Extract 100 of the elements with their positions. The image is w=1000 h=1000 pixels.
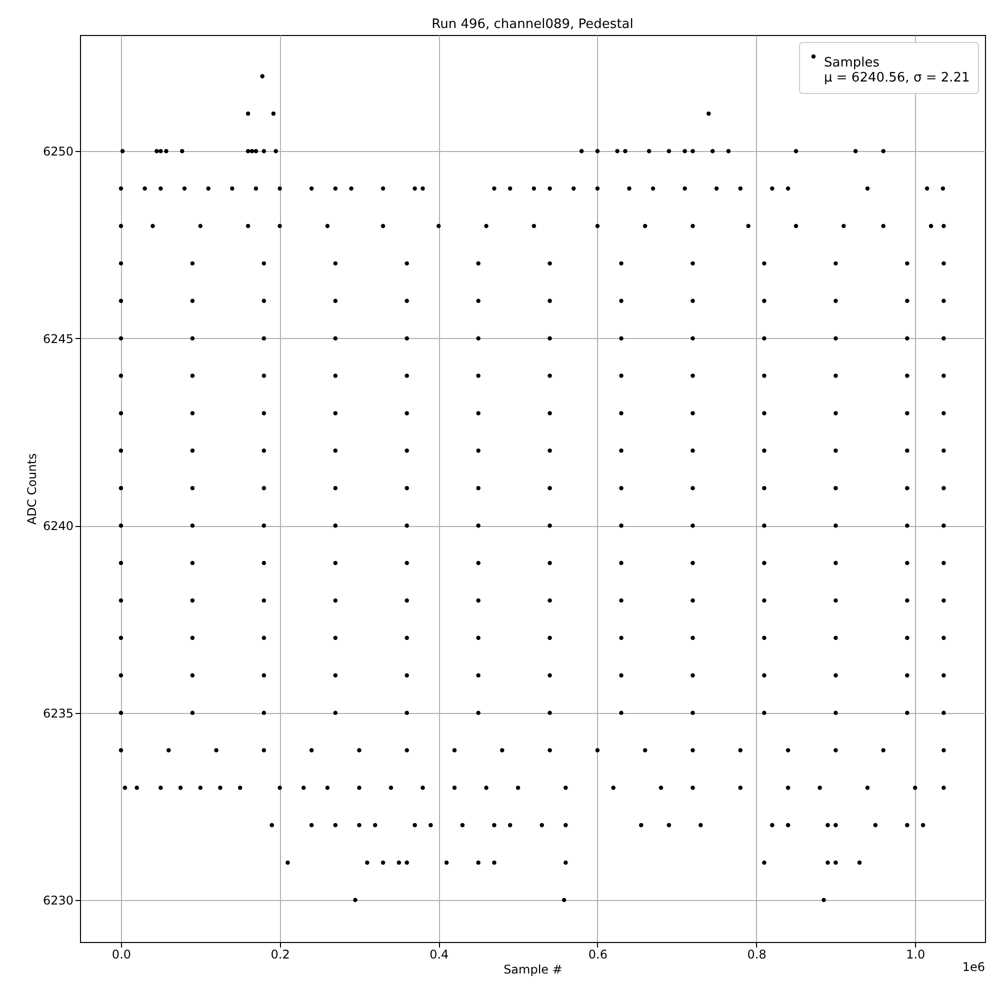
point: [246, 224, 250, 228]
point: [942, 448, 946, 453]
point: [762, 298, 766, 303]
point: [690, 298, 695, 303]
point: [595, 748, 600, 752]
point: [254, 148, 258, 154]
point: [619, 636, 624, 640]
point: [262, 336, 266, 340]
point: [262, 523, 266, 528]
point: [710, 148, 715, 154]
point: [942, 224, 946, 228]
point: [942, 636, 946, 640]
point: [182, 186, 187, 191]
point: [190, 598, 195, 603]
point: [834, 336, 838, 340]
point: [158, 186, 163, 191]
point: [942, 673, 946, 678]
point: [206, 186, 210, 191]
point: [357, 823, 362, 828]
point: [548, 298, 552, 303]
point: [834, 823, 838, 828]
point: [942, 336, 946, 340]
point: [508, 823, 512, 828]
point: [333, 374, 338, 378]
point: [818, 786, 822, 790]
point: [905, 336, 910, 340]
point: [120, 148, 125, 154]
point: [619, 560, 624, 566]
point: [762, 486, 766, 490]
point: [404, 598, 409, 603]
point: [508, 186, 512, 191]
point: [905, 448, 910, 453]
point: [564, 860, 568, 865]
point: [794, 224, 798, 228]
point: [532, 224, 536, 228]
point: [154, 148, 159, 154]
point: [853, 148, 858, 154]
legend-label: Samples: [824, 56, 880, 70]
y-tick-label: 6245: [42, 332, 74, 346]
point: [178, 786, 183, 790]
point: [333, 673, 338, 678]
point: [548, 261, 552, 266]
point: [190, 336, 195, 340]
text: 1e6: [962, 960, 985, 974]
point: [619, 336, 624, 340]
point: [548, 748, 552, 752]
point: [562, 898, 566, 902]
point: [548, 448, 552, 453]
point: [834, 298, 838, 303]
point: [762, 860, 766, 865]
point: [912, 786, 918, 790]
point: [615, 148, 620, 154]
point: [595, 186, 600, 191]
point: [595, 224, 600, 228]
point: [905, 298, 910, 303]
point: [564, 786, 568, 790]
point: [762, 261, 766, 266]
point: [698, 823, 703, 828]
point: [260, 74, 264, 78]
point: [579, 148, 584, 154]
point: [548, 486, 552, 490]
point: [762, 336, 766, 340]
point: [118, 448, 124, 453]
point: [762, 710, 766, 715]
y-tick-label: 6230: [42, 894, 74, 908]
point: [278, 224, 282, 228]
point: [548, 710, 552, 715]
point: [420, 186, 425, 191]
point: [302, 786, 306, 790]
point: [834, 710, 838, 715]
point: [942, 374, 946, 378]
point: [190, 261, 195, 266]
point: [920, 823, 926, 828]
point: [333, 298, 338, 303]
point: [770, 186, 774, 191]
point: [118, 673, 124, 678]
point: [690, 224, 695, 228]
point: [619, 411, 624, 416]
point: [865, 186, 870, 191]
point: [842, 224, 846, 228]
point: [548, 374, 552, 378]
point: [198, 786, 203, 790]
point: [404, 336, 409, 340]
point: [942, 786, 946, 790]
point: [444, 860, 449, 865]
point: [658, 786, 664, 790]
point: [428, 823, 433, 828]
point: [595, 148, 600, 154]
point: [690, 148, 695, 154]
point: [180, 148, 184, 154]
point: [770, 823, 774, 828]
point: [834, 860, 838, 865]
point: [942, 710, 946, 715]
point: [826, 823, 830, 828]
point: [357, 748, 362, 752]
point: [834, 411, 838, 416]
point: [118, 748, 124, 752]
point: [380, 860, 386, 865]
point: [611, 786, 616, 790]
point: [762, 673, 766, 678]
